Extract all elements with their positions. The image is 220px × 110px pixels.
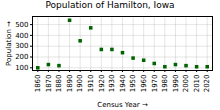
svg-text:1880: 1880 [55,75,63,93]
svg-text:200: 200 [15,53,28,61]
svg-text:1980: 1980 [161,75,169,93]
svg-text:1950: 1950 [129,75,137,93]
html-text:Population of Hamilton, Iowa: Population of Hamilton, Iowa [45,0,175,10]
svg-text:300: 300 [15,42,28,50]
svg-text:1910: 1910 [87,75,95,93]
svg-text:1960: 1960 [140,75,148,93]
svg-text:500: 500 [15,21,28,29]
svg-text:1900: 1900 [76,75,84,93]
svg-text:Population →: Population → [5,21,13,66]
svg-text:2020: 2020 [203,75,211,93]
svg-text:1990: 1990 [172,75,180,93]
svg-text:1870: 1870 [45,75,53,93]
svg-text:Census Year →: Census Year → [97,101,148,109]
svg-text:1860: 1860 [34,75,42,93]
svg-text:100: 100 [15,64,28,72]
svg-text:2010: 2010 [193,75,201,93]
svg-text:1970: 1970 [151,75,159,93]
svg-text:1930: 1930 [108,75,116,93]
svg-text:2000: 2000 [182,75,190,93]
svg-text:400: 400 [15,32,28,40]
svg-text:1890: 1890 [66,75,74,93]
svg-text:1920: 1920 [98,75,106,93]
svg-text:1940: 1940 [119,75,127,93]
